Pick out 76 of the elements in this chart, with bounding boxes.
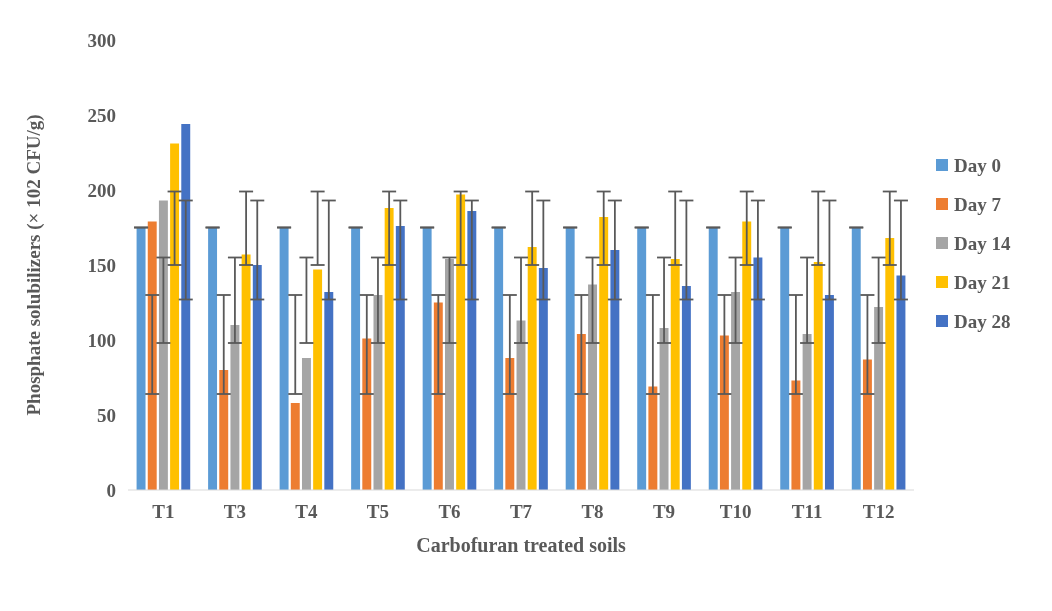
legend-label: Day 21 (954, 271, 1011, 293)
x-tick-label: T4 (295, 501, 319, 522)
bar (731, 292, 741, 490)
y-tick-label: 0 (106, 479, 116, 501)
x-axis-title: Carbofuran treated soils (416, 534, 627, 556)
y-tick-label: 250 (87, 104, 116, 126)
bar (252, 265, 262, 490)
x-tick-label: T11 (791, 501, 823, 522)
bar (791, 380, 801, 490)
bar (445, 259, 454, 490)
bar (802, 334, 812, 490)
bar (467, 211, 477, 490)
y-tick-label: 200 (87, 179, 116, 201)
x-tick-label: T8 (581, 501, 604, 522)
bar (681, 286, 691, 490)
bar (742, 221, 752, 490)
bar (753, 257, 763, 490)
bar (158, 200, 168, 490)
bar (708, 227, 718, 490)
bar (230, 325, 240, 490)
bar (659, 328, 669, 490)
bar (670, 259, 680, 490)
y-tick-label: 300 (87, 29, 116, 51)
bar (527, 247, 537, 490)
legend-label: Day 0 (954, 154, 1001, 176)
bar (719, 335, 729, 490)
x-tick-label: T7 (509, 501, 533, 522)
bar (384, 208, 394, 490)
y-axis-title: Phosphate solubilizers (× 102 CFU/g) (23, 114, 45, 416)
bar (538, 268, 548, 490)
bar (494, 227, 504, 490)
bar (147, 221, 157, 490)
bar (456, 194, 466, 490)
bar (170, 143, 180, 490)
bar (505, 358, 515, 490)
bar (181, 124, 191, 490)
legend-label: Day 28 (954, 310, 1011, 332)
x-tick-label: T9 (652, 501, 676, 522)
x-tick-label: T10 (719, 501, 752, 522)
bar (896, 275, 906, 490)
y-tick-label: 150 (87, 254, 116, 276)
bar (241, 254, 251, 490)
x-tick-label: T1 (152, 501, 175, 522)
bar (610, 250, 620, 490)
bar (208, 227, 218, 490)
bar (780, 227, 790, 490)
bar (874, 307, 884, 490)
bar (351, 227, 361, 490)
bar (324, 292, 334, 490)
bar (565, 227, 575, 490)
bar (219, 370, 229, 490)
bar (373, 295, 383, 490)
x-tick-label: T6 (438, 501, 461, 522)
bar (813, 262, 823, 490)
x-tick-label: T5 (366, 501, 390, 522)
legend-label: Day 14 (954, 232, 1011, 254)
bar (588, 284, 597, 490)
x-tick-label: T3 (223, 501, 247, 522)
bar (599, 217, 609, 490)
bar (136, 227, 146, 490)
y-tick-label: 100 (87, 329, 116, 351)
bar (824, 295, 834, 490)
bar (862, 359, 872, 490)
bar (301, 358, 311, 490)
bar (313, 269, 323, 490)
bar (279, 227, 289, 490)
bar (885, 238, 895, 490)
bar (290, 403, 300, 490)
x-tick-label: T12 (862, 501, 895, 522)
bar (851, 227, 861, 490)
bar (637, 227, 647, 490)
legend-label: Day 7 (954, 193, 1002, 215)
bar (648, 386, 658, 490)
bar (422, 227, 432, 490)
bar (395, 226, 405, 490)
y-tick-label: 50 (97, 404, 116, 426)
